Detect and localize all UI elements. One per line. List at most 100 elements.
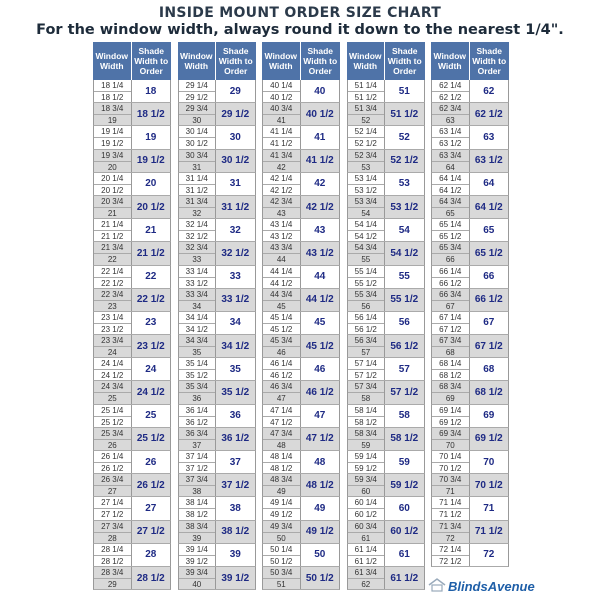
window-widths: 49 3/4 50 (263, 520, 301, 543)
table-row: 18 1/4 18 1/2 18 (93, 80, 171, 104)
window-width: 26 1/2 (101, 464, 124, 473)
table-row: 19 1/4 19 1/2 19 (93, 126, 171, 150)
table-row: 48 1/4 48 1/2 48 (262, 451, 340, 475)
window-width: 28 (107, 533, 117, 543)
table-row: 44 3/4 45 44 1/2 (262, 288, 340, 312)
shade-width: 21 (145, 224, 157, 236)
window-widths: 48 1/4 48 1/2 (263, 451, 301, 474)
table-row: 42 3/4 43 42 1/2 (262, 195, 340, 220)
window-width: 30 3/4 (178, 150, 216, 162)
window-widths: 40 3/4 41 (263, 103, 301, 126)
shade-width: 26 (145, 456, 157, 468)
window-width: 48 3/4 (263, 474, 300, 487)
window-width: 22 3/4 (94, 289, 131, 301)
shade-width: 34 (229, 317, 241, 329)
window-widths: 71 3/4 72 (432, 520, 470, 543)
window-width: 57 1/2 (354, 371, 377, 381)
window-widths: 50 3/4 51 (263, 566, 301, 590)
table-row: 56 1/4 56 1/2 56 (346, 311, 425, 336)
shade-width: 52 1/2 (390, 155, 419, 167)
window-width: 48 1/4 (263, 451, 300, 463)
window-width: 42 (276, 162, 286, 172)
window-width: 19 1/4 (94, 126, 131, 139)
window-widths: 65 3/4 66 (432, 242, 470, 265)
window-width: 51 1/4 (347, 80, 385, 92)
window-widths: 22 3/4 23 (94, 288, 132, 311)
shade-width: 39 (229, 549, 241, 561)
window-widths: 52 3/4 53 (347, 149, 386, 172)
table-header: Window Width Shade Width to Order (93, 42, 171, 80)
window-widths: 65 1/4 65 1/2 (432, 219, 470, 242)
window-width: 52 (361, 116, 371, 126)
window-widths: 59 3/4 60 (347, 474, 386, 497)
table-row: 50 3/4 51 50 1/2 (262, 566, 340, 591)
window-widths: 58 3/4 59 (347, 427, 386, 450)
table-row: 45 3/4 46 45 1/2 (262, 335, 340, 359)
table-header: Window Width Shade Width to Order (262, 42, 340, 80)
window-width: 49 1/2 (270, 510, 293, 520)
window-width: 27 1/2 (101, 510, 124, 520)
shade-width: 37 1/2 (221, 479, 250, 491)
window-width: 26 (107, 440, 117, 450)
window-width: 46 1/2 (270, 371, 293, 381)
shade-width: 60 1/2 (390, 526, 419, 538)
table-row: 20 3/4 21 20 1/2 (93, 195, 171, 220)
page-subtitle: For the window width, always round it do… (36, 22, 564, 38)
table-row: 22 3/4 23 22 1/2 (93, 288, 171, 312)
window-widths: 61 3/4 62 (347, 566, 386, 590)
window-width: 18 3/4 (94, 103, 131, 116)
window-width: 34 (192, 301, 202, 311)
shade-width: 60 (398, 502, 410, 514)
window-width: 69 1/4 (432, 405, 469, 417)
window-width: 62 3/4 (432, 103, 469, 116)
window-width: 27 (107, 487, 117, 497)
shade-width: 32 (229, 224, 241, 236)
window-width: 38 (192, 487, 202, 497)
window-width: 43 1/4 (263, 219, 300, 232)
window-widths: 34 3/4 35 (178, 335, 217, 358)
window-widths: 70 3/4 71 (432, 474, 470, 497)
shade-width: 44 (314, 271, 326, 283)
shade-width: 49 (314, 502, 326, 514)
window-width: 21 1/2 (101, 232, 124, 242)
window-widths: 39 1/4 39 1/2 (178, 543, 217, 566)
window-width: 25 (107, 394, 117, 404)
window-width: 71 3/4 (432, 521, 469, 533)
table-row: 23 3/4 24 23 1/2 (93, 335, 171, 359)
shade-width: 58 1/2 (390, 433, 419, 445)
shade-width: 71 1/2 (474, 526, 503, 538)
window-widths: 46 1/4 46 1/2 (263, 358, 301, 381)
window-width: 46 3/4 (263, 381, 300, 394)
table-row: 46 3/4 47 46 1/2 (262, 381, 340, 405)
window-widths: 66 1/4 66 1/2 (432, 265, 470, 288)
window-widths: 56 3/4 57 (347, 335, 386, 358)
table-row: 24 1/4 24 1/2 24 (93, 358, 171, 382)
window-width: 50 1/2 (270, 556, 293, 566)
table-row: 31 1/4 31 1/2 31 (177, 172, 256, 196)
window-width: 20 1/4 (94, 173, 131, 185)
window-width: 36 1/2 (185, 417, 208, 427)
window-widths: 50 1/4 50 1/2 (263, 543, 301, 566)
shade-width: 55 (398, 271, 410, 283)
window-width: 46 (276, 348, 286, 358)
window-widths: 69 1/4 69 1/2 (432, 404, 470, 427)
window-width: 70 1/4 (432, 451, 469, 463)
window-width: 41 (276, 116, 286, 126)
shade-width: 66 (483, 271, 495, 283)
window-widths: 19 3/4 20 (94, 149, 132, 172)
table-row: 26 3/4 27 26 1/2 (93, 474, 171, 498)
window-width: 66 1/2 (439, 278, 462, 288)
window-widths: 24 3/4 25 (94, 381, 132, 404)
window-width: 25 1/4 (94, 405, 131, 417)
shade-width: 27 (145, 502, 157, 514)
window-width: 25 1/2 (101, 417, 124, 427)
table-row: 56 3/4 57 56 1/2 (346, 335, 425, 359)
shade-width: 48 1/2 (305, 479, 334, 491)
table-row: 37 3/4 38 37 1/2 (177, 474, 256, 498)
window-width: 23 1/4 (94, 312, 131, 324)
table-row: 68 3/4 69 68 1/2 (431, 381, 509, 405)
window-widths: 41 1/4 41 1/2 (263, 126, 301, 149)
table-row: 71 3/4 72 71 1/2 (431, 520, 509, 544)
window-width: 68 1/4 (432, 358, 469, 371)
window-width: 66 1/4 (432, 266, 469, 278)
